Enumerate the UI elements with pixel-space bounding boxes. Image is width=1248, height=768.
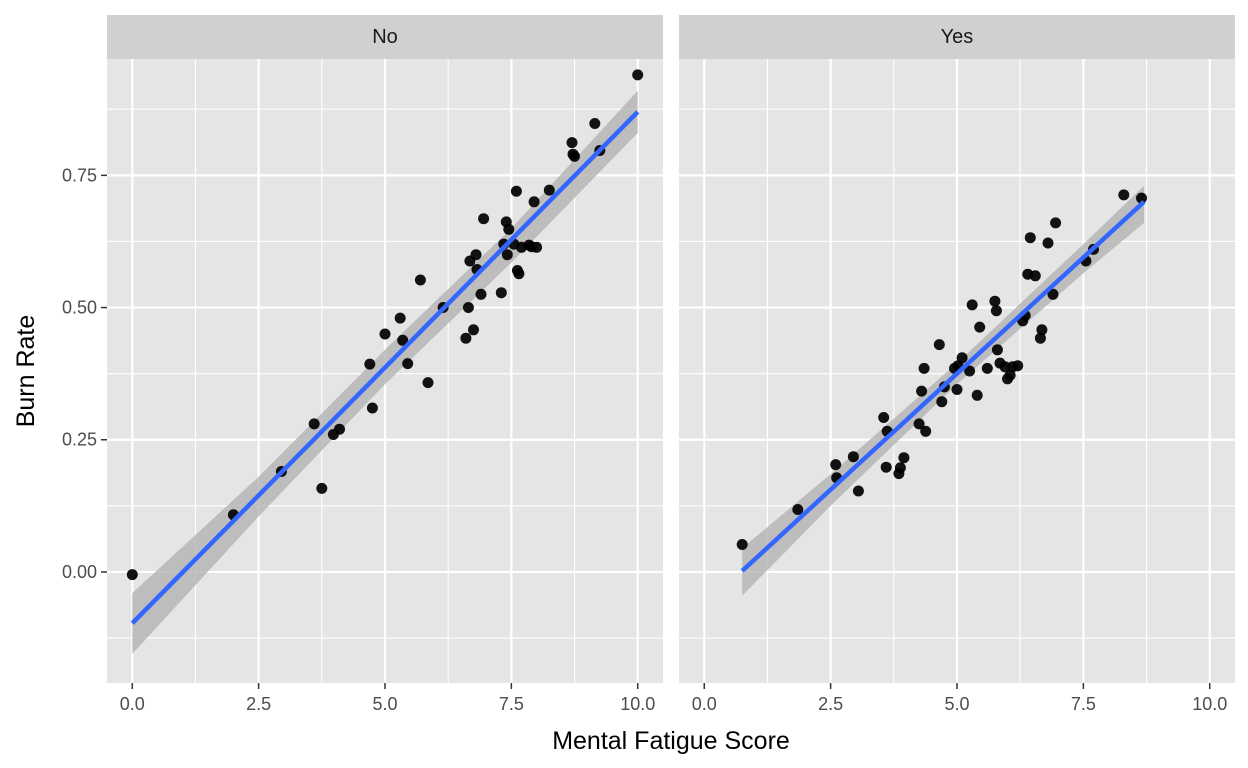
y-tick-label: 0.50 <box>62 298 97 318</box>
data-point-yes <box>880 461 892 473</box>
data-point-no <box>402 358 414 370</box>
facet-strip-label-no: No <box>372 26 398 48</box>
data-point-yes <box>1047 288 1059 300</box>
data-point-no <box>397 334 409 346</box>
data-point-no <box>308 418 320 430</box>
regression-line-no <box>130 110 640 625</box>
data-point-no <box>589 118 601 129</box>
facet-panel-yes: Yes 0.0 2.5 5.0 7.5 10.0 <box>679 15 1235 714</box>
facet-strip-label-yes: Yes <box>941 26 974 48</box>
data-point-yes <box>981 362 993 374</box>
x-tick-label: 2.5 <box>246 694 271 714</box>
gridlines-yes <box>679 59 1235 683</box>
x-axis-ticks-yes: 0.0 2.5 5.0 7.5 10.0 <box>692 683 1227 714</box>
data-point-no <box>510 185 522 197</box>
y-tick-label: 0.75 <box>62 165 97 185</box>
data-point-yes <box>916 385 928 397</box>
data-point-yes <box>966 299 978 311</box>
x-tick-label: 0.0 <box>120 694 145 714</box>
data-point-no <box>394 312 406 324</box>
data-point-yes <box>847 451 859 463</box>
y-axis-title: Burn Rate <box>12 315 40 428</box>
data-point-yes <box>964 365 976 377</box>
x-tick-label: 10.0 <box>1192 694 1227 714</box>
y-tick-label: 0.00 <box>62 562 97 582</box>
data-point-yes <box>1034 332 1046 344</box>
data-point-no <box>316 482 328 494</box>
data-point-no <box>364 358 376 370</box>
facet-panel-no: No 0.00 0.25 0.50 0.75 0.0 2.5 5.0 7.5 10.0 <box>62 15 663 714</box>
data-point-no <box>379 328 391 340</box>
data-point-yes <box>918 362 930 374</box>
data-point-no <box>475 288 487 300</box>
data-point-yes <box>1029 270 1041 282</box>
x-tick-label: 10.0 <box>620 694 655 714</box>
data-point-yes <box>830 459 842 471</box>
x-tick-label: 5.0 <box>372 694 397 714</box>
data-point-no <box>503 223 515 235</box>
data-point-no <box>531 241 543 253</box>
data-point-yes <box>1004 369 1016 381</box>
data-point-no <box>501 249 513 261</box>
data-point-no <box>334 423 345 435</box>
points-yes <box>736 189 1147 550</box>
data-point-no <box>366 402 378 414</box>
points-no <box>126 69 644 581</box>
data-point-yes <box>936 396 948 408</box>
data-point-no <box>470 249 482 261</box>
data-point-yes <box>1012 360 1024 372</box>
x-tick-label: 7.5 <box>499 694 524 714</box>
data-point-yes <box>999 361 1011 373</box>
data-point-yes <box>971 389 983 401</box>
data-point-no <box>414 274 426 286</box>
data-point-no <box>632 69 644 81</box>
data-point-yes <box>898 452 910 464</box>
data-point-yes <box>792 504 804 515</box>
data-point-yes <box>989 295 1001 307</box>
data-point-yes <box>956 352 968 364</box>
x-tick-label: 0.0 <box>692 694 717 714</box>
x-tick-label: 2.5 <box>818 694 843 714</box>
data-point-no <box>566 137 578 149</box>
data-point-yes <box>1118 189 1130 201</box>
facet-strip-no <box>107 15 663 59</box>
data-point-no <box>528 196 540 208</box>
x-tick-label: 5.0 <box>944 694 969 714</box>
data-point-yes <box>894 462 906 474</box>
data-point-yes <box>933 339 945 351</box>
data-point-yes <box>1050 217 1062 229</box>
x-axis-ticks-no: 0.0 2.5 5.0 7.5 10.0 <box>120 683 655 714</box>
regression-line-yes <box>740 200 1146 573</box>
y-tick-label: 0.25 <box>62 430 97 450</box>
x-tick-label: 7.5 <box>1071 694 1096 714</box>
data-point-yes <box>736 539 748 550</box>
data-point-yes <box>951 384 963 395</box>
data-point-yes <box>878 412 890 423</box>
data-point-yes <box>913 418 925 430</box>
y-axis-ticks: 0.00 0.25 0.50 0.75 <box>62 165 107 582</box>
data-point-no <box>495 287 507 299</box>
data-point-yes <box>1024 232 1036 244</box>
facet-strip-yes <box>679 15 1235 59</box>
data-point-yes <box>991 344 1003 356</box>
data-point-yes <box>920 425 932 437</box>
data-point-no <box>462 302 474 313</box>
data-point-no <box>468 324 479 336</box>
data-point-no <box>422 377 434 389</box>
x-axis-title: Mental Fatigue Score <box>552 727 790 755</box>
data-point-no <box>513 268 525 280</box>
data-point-yes <box>852 485 864 497</box>
data-point-yes <box>974 321 986 333</box>
data-point-no <box>460 332 472 344</box>
data-point-no <box>126 569 138 581</box>
data-point-no <box>543 184 555 196</box>
data-point-no <box>569 150 580 162</box>
data-point-yes <box>1136 192 1147 204</box>
data-point-yes <box>990 305 1002 317</box>
data-point-yes <box>1036 324 1048 336</box>
data-point-yes <box>1042 237 1054 249</box>
data-point-no <box>478 213 490 225</box>
